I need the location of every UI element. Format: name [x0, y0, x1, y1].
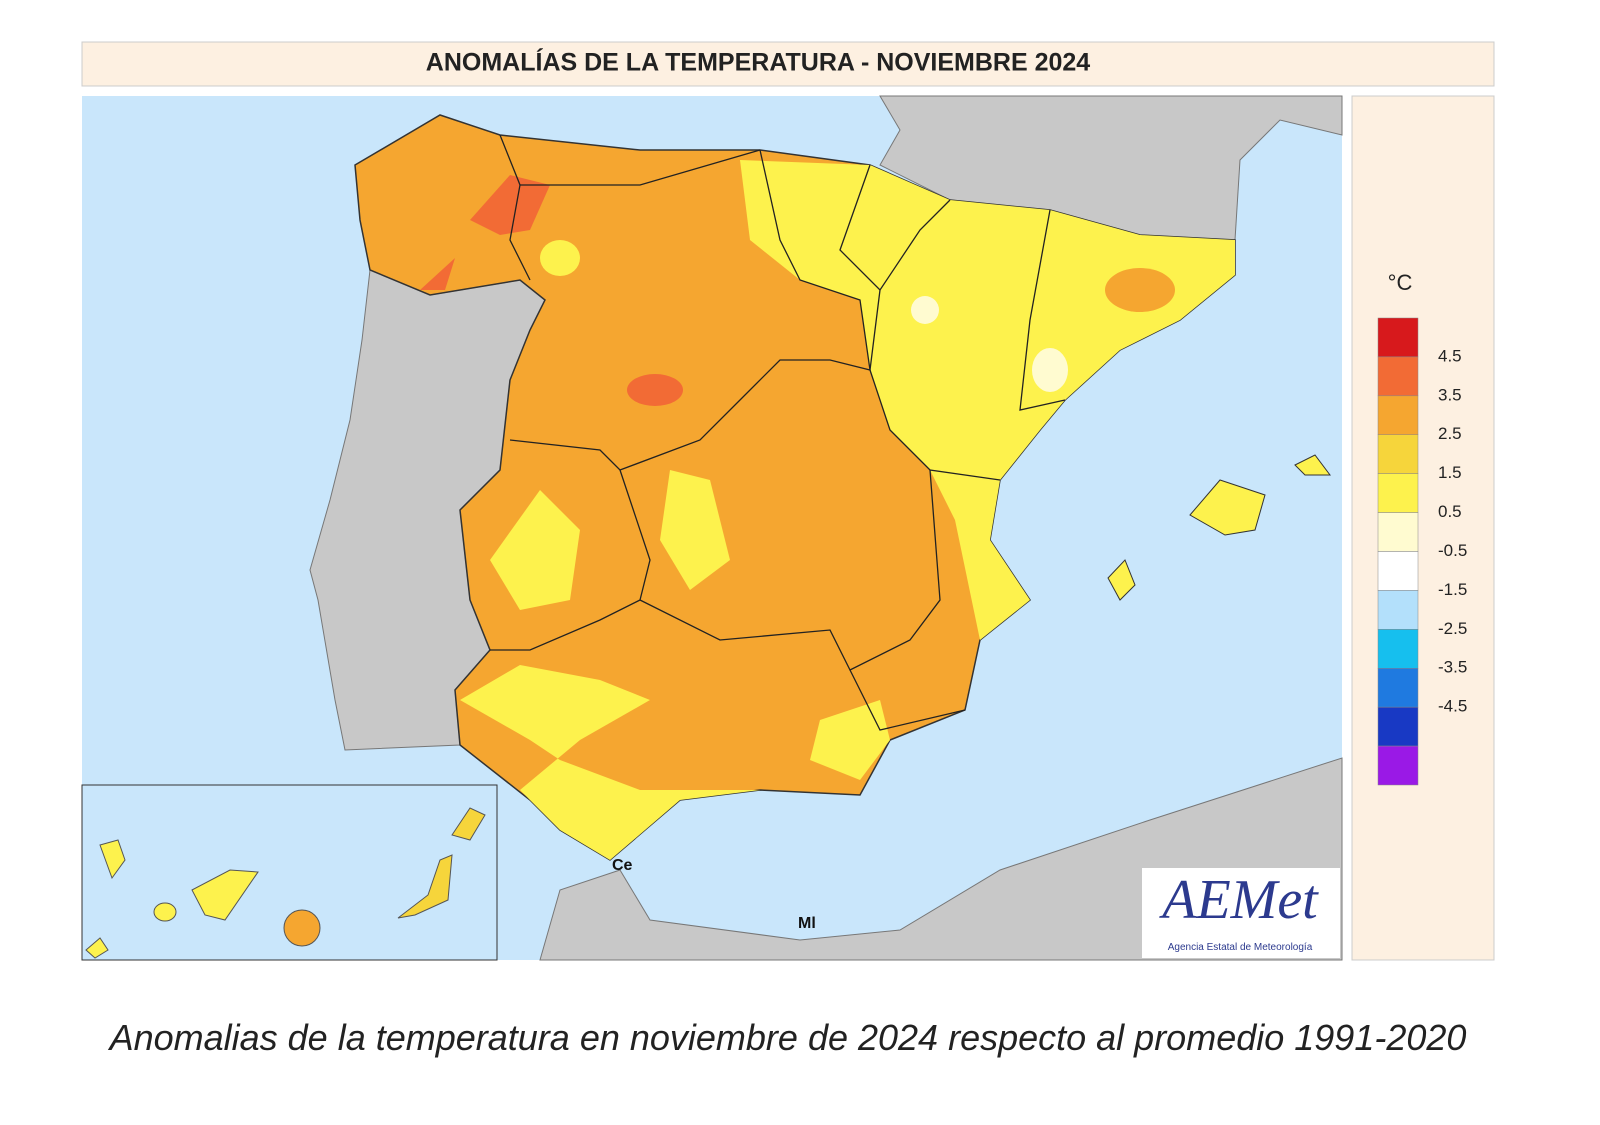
- legend-tick-label: 4.5: [1438, 346, 1462, 365]
- logo-subtitle: Agencia Estatal de Meteorología: [1168, 942, 1313, 953]
- anomaly-zone: [460, 665, 760, 860]
- anomaly-zone: [911, 296, 939, 324]
- island: [85, 937, 109, 959]
- legend-tick-label: -1.5: [1438, 580, 1467, 599]
- anomaly-zone: [1032, 348, 1068, 392]
- mallorca: [1189, 479, 1266, 536]
- legend: 4.5 3.5 2.5 1.5 0.5 -0.5 -1.5 -2.5 -3.5 -4.5: [1377, 317, 1467, 786]
- legend-tick-label: 0.5: [1438, 502, 1462, 521]
- ceuta-label: Ce: [612, 857, 633, 874]
- legend-tick-label: -4.5: [1438, 697, 1467, 716]
- legend-swatch: [1377, 512, 1419, 552]
- region-border: [520, 149, 761, 186]
- anomaly-zone: [627, 374, 683, 406]
- island: [191, 869, 259, 921]
- region-border: [869, 289, 1001, 481]
- region-border: [509, 149, 871, 471]
- legend-panel: [1351, 95, 1495, 961]
- africa: [539, 757, 1343, 961]
- anomaly-zone: [490, 490, 580, 610]
- legend-tick-label: 1.5: [1438, 463, 1462, 482]
- island: [283, 909, 321, 947]
- legend-tick-label: 3.5: [1438, 385, 1462, 404]
- island: [99, 839, 126, 880]
- legend-tick-label: -3.5: [1438, 658, 1467, 677]
- logo-box: [1142, 868, 1340, 958]
- legend-swatch: [1377, 590, 1419, 630]
- logo: AEMet: [1158, 869, 1319, 931]
- legend-tick-label: -2.5: [1438, 619, 1467, 638]
- region-border: [499, 134, 531, 281]
- island: [153, 902, 177, 922]
- legend-swatch: [1377, 395, 1419, 436]
- legend-unit: °C: [1388, 270, 1413, 295]
- legend-tick-label: -0.5: [1438, 541, 1467, 560]
- island: [451, 807, 486, 841]
- legend-tick-label: 2.5: [1438, 424, 1462, 443]
- anomaly-zone: [660, 470, 730, 590]
- title-bar: [81, 41, 1495, 87]
- legend-swatch: [1377, 356, 1419, 397]
- melilla-label: Ml: [798, 915, 816, 932]
- legend-swatch: [1377, 668, 1419, 708]
- legend-swatch: [1377, 706, 1419, 747]
- region-border: [490, 469, 651, 651]
- legend-swatch: [1377, 317, 1419, 358]
- menorca: [1294, 454, 1331, 476]
- anomaly-zone: [1105, 268, 1175, 312]
- legend-swatch: [1377, 551, 1419, 591]
- legend-swatch: [1377, 629, 1419, 669]
- legend-swatch: [1377, 473, 1419, 513]
- legend-swatch: [1377, 745, 1419, 786]
- map-title: ANOMALÍAS DE LA TEMPERATURA - NOVIEMBRE …: [426, 48, 1091, 77]
- anomaly-zone: [420, 258, 455, 290]
- anomaly-zone: [810, 700, 890, 780]
- region-border: [849, 669, 966, 731]
- ibiza: [1107, 559, 1136, 601]
- region-border: [1019, 209, 1066, 411]
- anomaly-zone: [540, 240, 580, 276]
- anomaly-zone: [470, 175, 550, 235]
- legend-swatch: [1377, 434, 1419, 474]
- island: [397, 854, 453, 919]
- caption: Anomalias de la temperatura en noviembre…: [108, 1017, 1467, 1058]
